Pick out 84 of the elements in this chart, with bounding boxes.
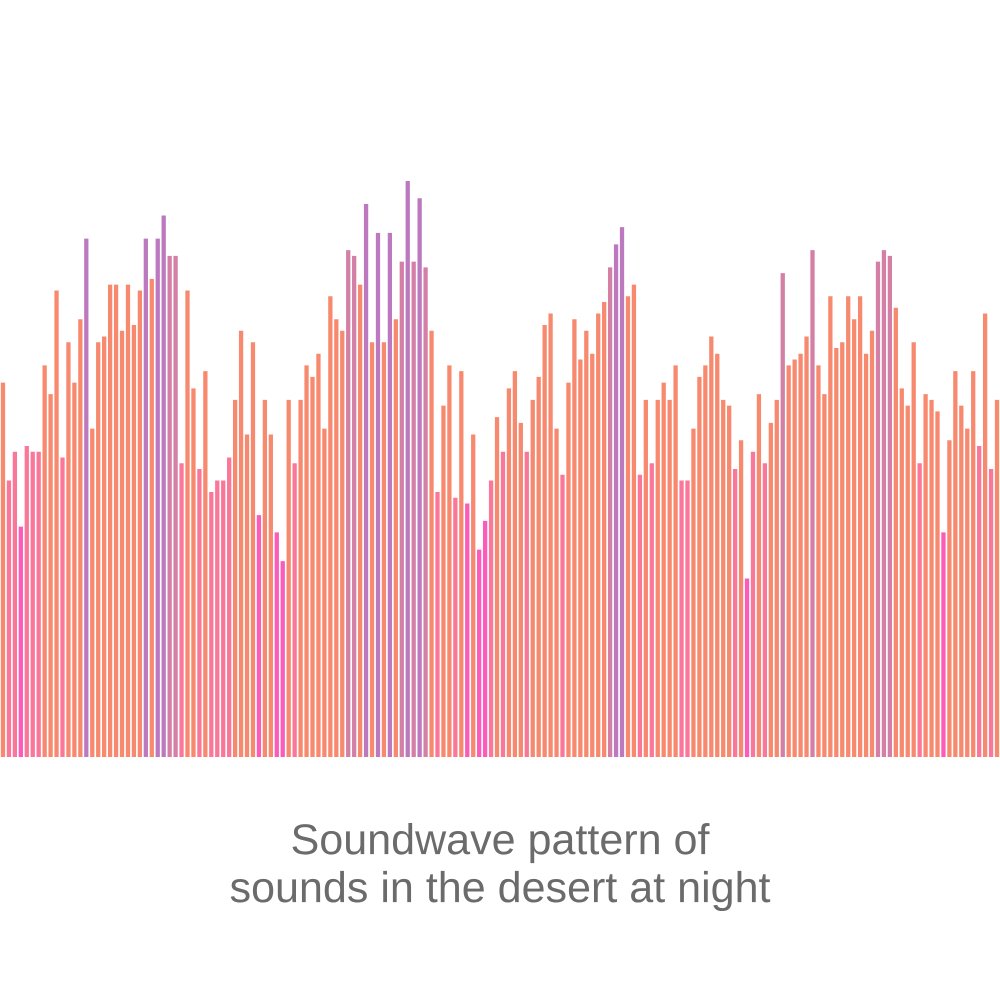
bar (732, 469, 738, 757)
bar (804, 336, 809, 757)
bar (620, 227, 624, 757)
bar (929, 400, 934, 757)
bar (400, 262, 404, 757)
bar (810, 250, 815, 757)
bar (298, 400, 303, 757)
bar (66, 342, 71, 757)
bar (406, 181, 410, 757)
bar (197, 469, 202, 757)
bar (816, 365, 821, 757)
bar (935, 411, 940, 757)
bar (994, 400, 1000, 757)
bar (982, 313, 988, 757)
bar (418, 198, 422, 757)
bar (780, 273, 785, 757)
bar (918, 463, 922, 757)
bar (364, 204, 368, 757)
bar (84, 238, 88, 757)
bar (388, 232, 392, 757)
bar (191, 388, 196, 757)
bar (185, 290, 190, 757)
bar (316, 354, 321, 757)
bar (120, 330, 124, 757)
bar (685, 480, 690, 757)
bar (608, 267, 612, 757)
bar (292, 463, 297, 757)
bar (524, 452, 529, 757)
bar (870, 330, 874, 757)
bar (203, 371, 208, 757)
bar (435, 492, 440, 757)
bar (876, 262, 880, 757)
bar (304, 365, 309, 757)
bar (638, 474, 642, 757)
bar (412, 262, 416, 757)
text: Soundwave pattern of sounds in the desert at night (230, 822, 770, 912)
bar (376, 232, 380, 757)
bar (286, 400, 291, 757)
bar (447, 365, 452, 757)
bar (614, 244, 618, 757)
bar (471, 434, 476, 757)
bar (429, 330, 434, 757)
bar (626, 296, 630, 757)
bar (756, 394, 762, 757)
bar (179, 463, 184, 757)
bar (500, 452, 506, 757)
bar (679, 480, 684, 757)
bar (750, 452, 756, 757)
bar (488, 480, 494, 757)
bar (382, 342, 386, 757)
bar (459, 371, 464, 757)
bar (0, 382, 6, 757)
bar (744, 578, 750, 757)
bar (358, 284, 362, 757)
bar (370, 342, 374, 757)
bar (256, 515, 262, 757)
bar (494, 417, 500, 757)
bar (441, 406, 446, 757)
bar (423, 267, 428, 757)
bar (560, 474, 565, 757)
bar (244, 434, 250, 757)
bar (632, 284, 636, 757)
bar (310, 376, 315, 757)
bar (54, 290, 59, 757)
bar (126, 284, 130, 757)
bar (18, 526, 23, 757)
bar (941, 532, 946, 757)
bar (977, 446, 982, 757)
bar (923, 394, 928, 757)
bar (144, 238, 148, 757)
bar (60, 457, 65, 757)
bar (465, 504, 470, 757)
bar (691, 428, 696, 757)
bar (554, 428, 559, 757)
bar (566, 382, 571, 757)
bar (453, 498, 458, 757)
bar (738, 440, 744, 757)
bar (988, 469, 994, 757)
bar (762, 463, 768, 757)
bar (644, 400, 648, 757)
bar (150, 278, 154, 757)
bar (394, 319, 398, 757)
bar (250, 342, 256, 757)
bar (650, 463, 654, 757)
